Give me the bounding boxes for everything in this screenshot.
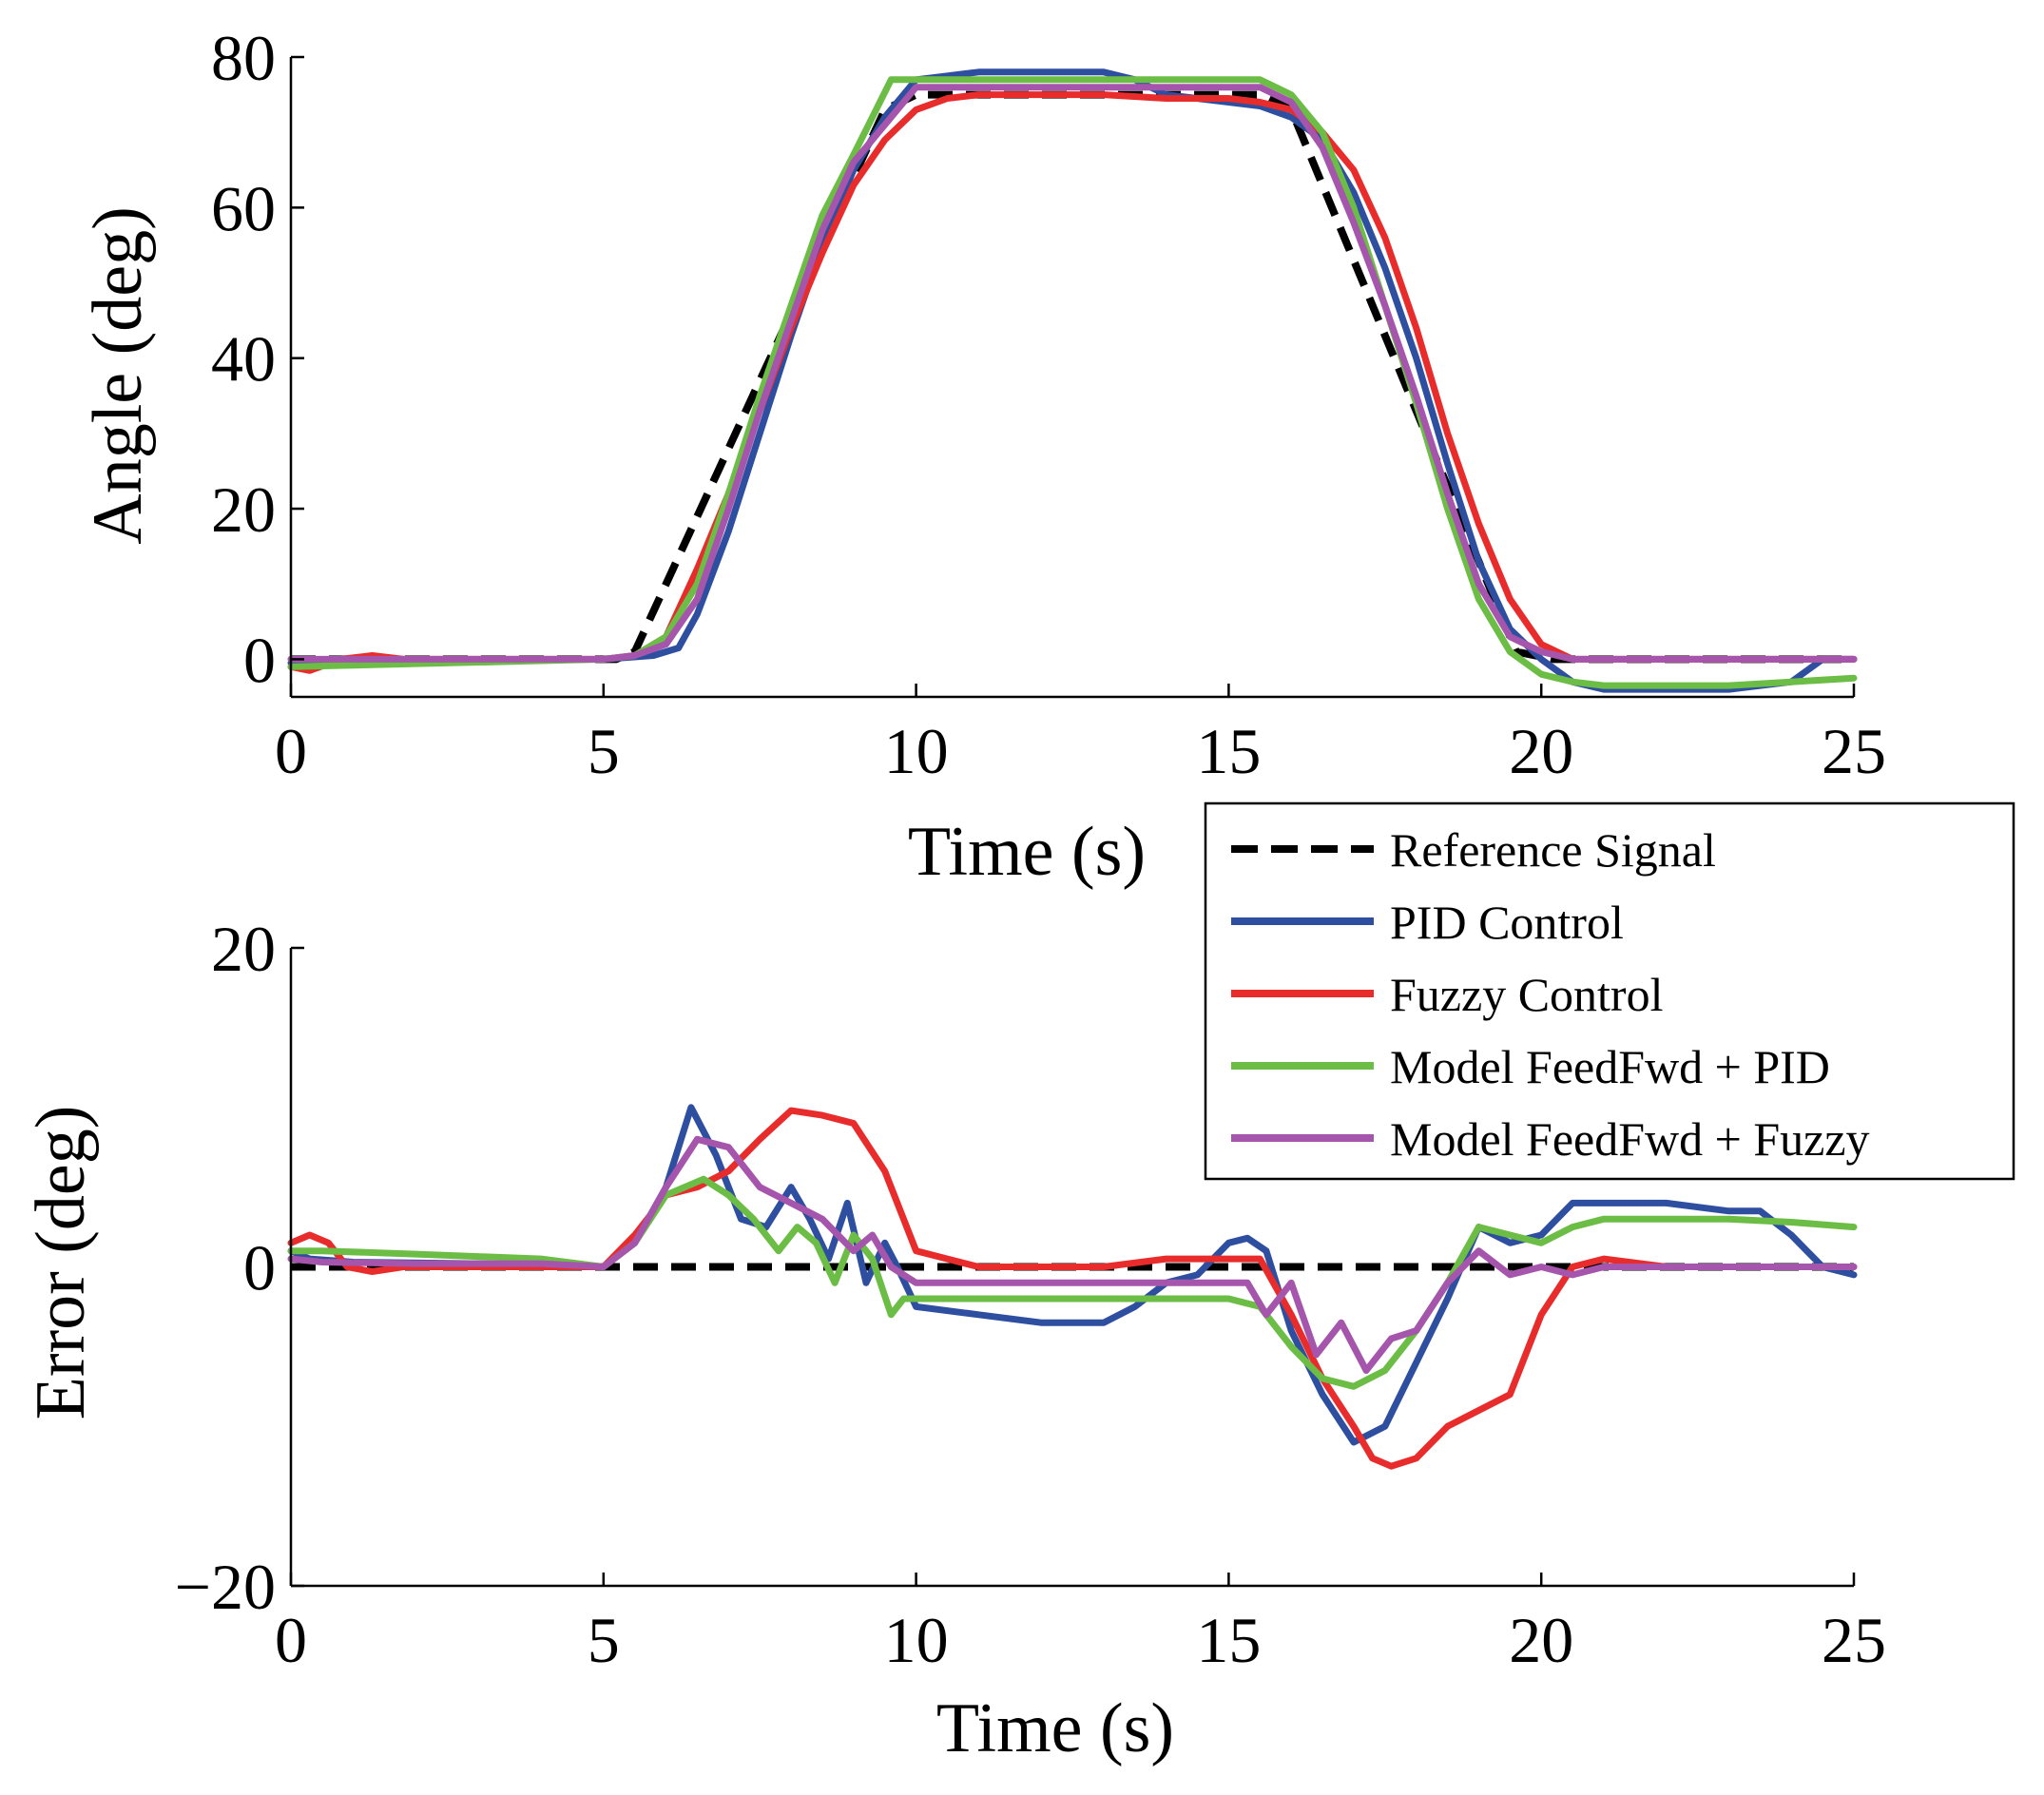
error-y-tick-label: 0 [243,1232,276,1304]
error-series-group [287,1104,1858,1470]
legend-label-fuzzy: Fuzzy Control [1390,968,1663,1021]
angle-series-model-feedfwd-pid [287,76,1858,689]
error-x-tick-label: 0 [275,1604,307,1676]
legend-label-pid: PID Control [1390,896,1624,949]
angle-x-axis-title: Time (s) [908,813,1146,891]
error-x-tick-label: 5 [588,1604,620,1676]
angle-series-pid-control [287,68,1858,693]
error-series-model-feedfwd-fuzzy [287,1135,1858,1374]
angle-y-tick-label: 0 [243,624,276,696]
angle-plot: 0 5 10 15 20 25 0 20 40 60 80 Time (s) Angle (deg) [79,22,1886,891]
error-x-axis-title: Time (s) [936,1689,1174,1767]
angle-y-tick-label: 40 [211,323,276,396]
angle-y-axis-title: Angle (deg) [79,206,157,544]
legend-label-ff-pid: Model FeedFwd + PID [1390,1040,1830,1093]
angle-y-tick-label: 60 [211,172,276,244]
error-x-tick-label: 25 [1822,1604,1886,1676]
angle-series-reference-signal [291,90,1854,664]
error-x-tick-label: 15 [1196,1604,1261,1676]
angle-series-fuzzy-control [287,91,1858,674]
angle-x-tick-label: 0 [275,715,307,787]
angle-x-tick-label: 5 [588,715,620,787]
angle-ticks: 0 5 10 15 20 25 0 20 40 60 80 [211,22,1886,787]
error-y-axis-title: Error (deg) [22,1106,100,1420]
error-y-tick-label: −20 [175,1551,276,1623]
angle-x-tick-label: 15 [1196,715,1261,787]
angle-y-tick-label: 20 [211,473,276,546]
legend-label-reference: Reference Signal [1390,823,1716,877]
legend: Reference Signal PID Control Fuzzy Contr… [1204,801,2015,1181]
angle-axes [289,57,1854,699]
error-x-tick-label: 20 [1509,1604,1573,1676]
angle-x-tick-label: 25 [1822,715,1886,787]
error-series-pid-control [287,1104,1858,1446]
angle-x-tick-label: 10 [884,715,949,787]
error-series-model-feedfwd-pid [287,1175,1858,1390]
legend-label-ff-fuzzy: Model FeedFwd + Fuzzy [1390,1112,1870,1166]
error-x-tick-label: 10 [884,1604,949,1676]
angle-series-model-feedfwd-fuzzy [287,84,1858,663]
angle-y-tick-label: 80 [211,22,276,94]
angle-x-tick-label: 20 [1509,715,1573,787]
error-y-tick-label: 20 [211,913,276,985]
angle-series-group [287,68,1858,693]
